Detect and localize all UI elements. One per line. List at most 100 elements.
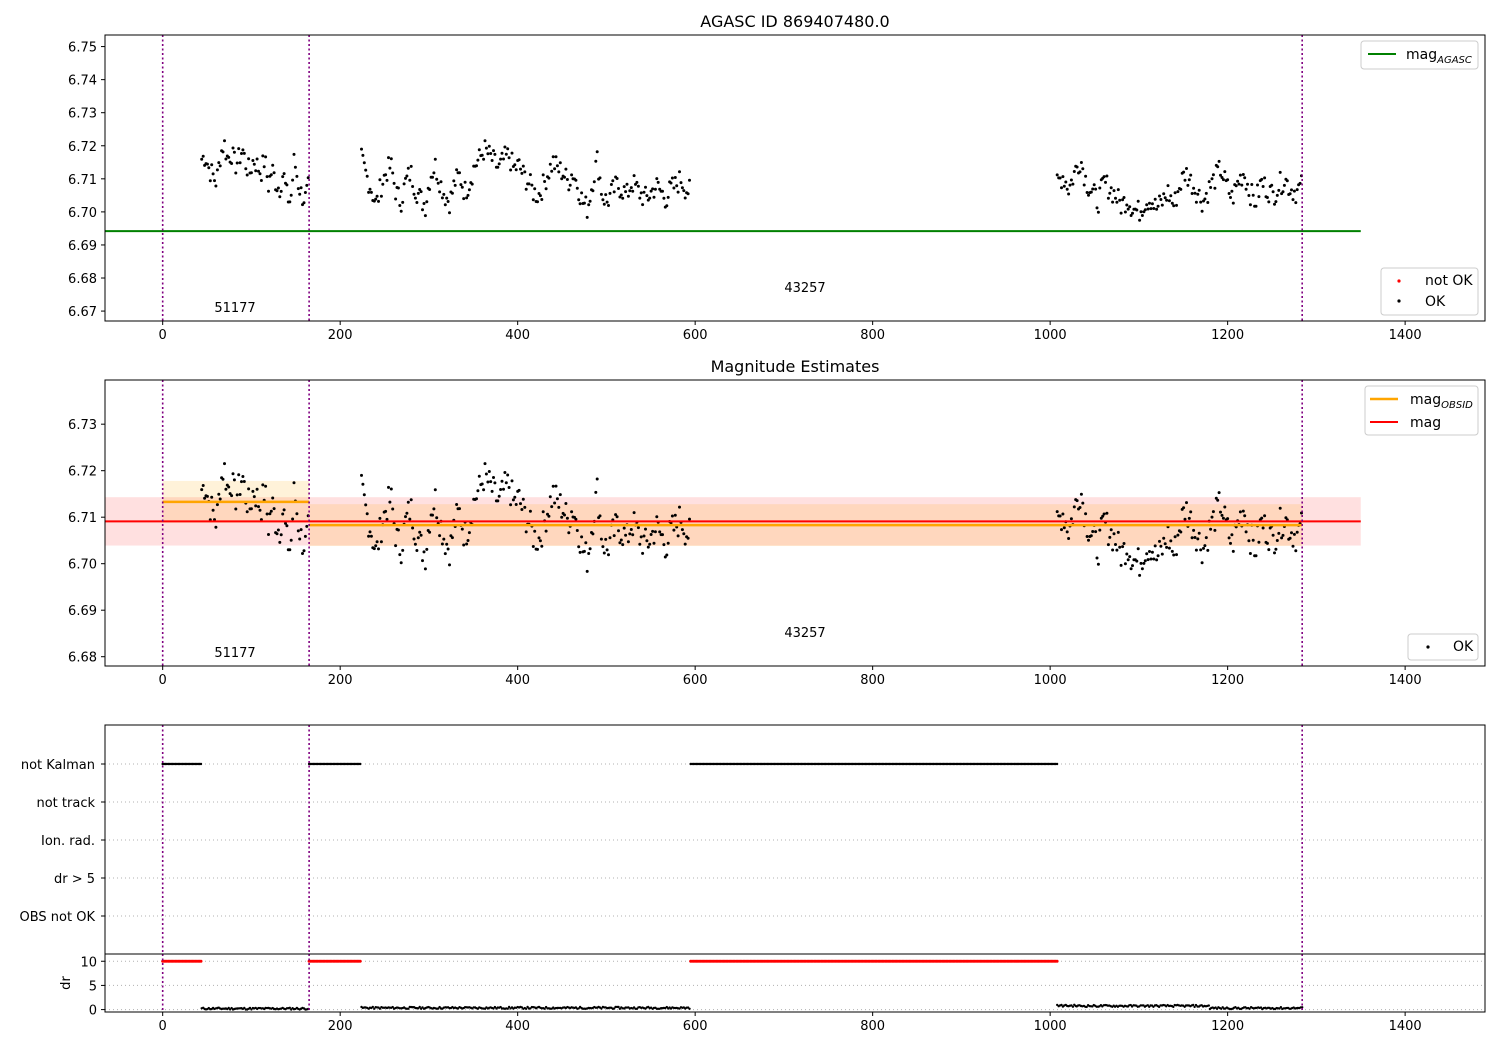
ok-data-point	[673, 513, 677, 517]
flag-label-not-track: not track	[36, 796, 95, 811]
ok-data-point	[200, 488, 204, 492]
ok-data-point	[255, 487, 259, 491]
ok-data-point	[264, 155, 268, 159]
ok-data-point	[450, 191, 454, 195]
ok-data-point	[673, 176, 677, 179]
ok-data-point	[1125, 203, 1129, 207]
ok-data-point	[1290, 188, 1293, 192]
ok-data-point	[482, 157, 486, 161]
ok-data-point	[588, 199, 592, 203]
ok-data-point	[1109, 186, 1113, 190]
ok-data-point	[460, 185, 464, 189]
ok-data-point	[1197, 188, 1201, 192]
dr-not-ok-point	[1055, 959, 1059, 963]
ok-data-point	[1060, 186, 1063, 190]
ok-data-point	[1226, 517, 1230, 521]
ok-data-point	[678, 505, 681, 509]
ok-data-point	[305, 183, 309, 187]
ok-data-point	[215, 503, 219, 507]
ok-data-point	[1142, 561, 1146, 565]
ok-data-point	[269, 509, 273, 513]
panel2-frame	[104, 379, 1486, 667]
x-tick-label: 600	[683, 328, 708, 343]
ok-data-point	[258, 172, 262, 176]
ok-data-point	[496, 165, 500, 169]
ok-data-point	[652, 541, 656, 545]
ok-data-point	[218, 497, 222, 501]
ok-data-point	[1082, 183, 1086, 187]
ok-data-point	[502, 487, 505, 491]
ok-data-point	[446, 547, 450, 551]
ok-data-point	[1085, 535, 1089, 538]
ok-data-point	[484, 146, 488, 150]
ok-data-point	[432, 507, 436, 511]
ok-data-point	[1084, 512, 1088, 516]
ok-data-point	[582, 549, 586, 553]
dr-ok-point	[407, 1007, 410, 1010]
ok-data-point	[1068, 183, 1072, 187]
ok-data-point	[249, 171, 253, 175]
ok-data-point	[598, 176, 602, 180]
ok-data-point	[1079, 492, 1083, 496]
ok-data-point	[1118, 545, 1122, 549]
ok-data-point	[626, 540, 630, 544]
ok-data-point	[656, 180, 660, 184]
ok-data-point	[605, 200, 609, 204]
ok-data-point	[1271, 190, 1275, 194]
ok-data-point	[514, 168, 518, 172]
legend-mag-obsid-label: magOBSID	[1410, 392, 1473, 411]
ok-data-point	[1206, 201, 1210, 204]
ok-data-point	[661, 533, 664, 537]
ok-data-point	[1199, 548, 1203, 552]
ok-data-point	[567, 188, 571, 192]
ok-data-point	[541, 173, 545, 177]
ok-data-point	[234, 507, 238, 511]
ok-data-point	[517, 488, 521, 492]
ok-data-point	[641, 203, 645, 207]
x-tick-label: 1000	[1034, 673, 1067, 688]
ok-data-point	[646, 545, 650, 549]
ok-data-point	[211, 172, 215, 176]
ok-data-point	[214, 525, 218, 529]
ok-data-point	[1064, 180, 1068, 184]
flag-label-not-kalman: not Kalman	[21, 758, 95, 773]
ok-data-point	[523, 505, 527, 509]
ok-data-point	[678, 170, 681, 174]
ok-data-point	[453, 183, 457, 187]
ok-data-point	[462, 543, 466, 547]
ok-data-point	[416, 536, 420, 540]
ok-data-point	[1231, 549, 1235, 553]
ok-data-point	[1263, 176, 1267, 180]
ok-data-point	[1129, 214, 1133, 217]
ok-data-point	[607, 553, 610, 557]
ok-data-point	[450, 536, 454, 540]
dr-ok-point	[288, 1006, 291, 1009]
ok-data-point	[433, 157, 437, 161]
ok-data-point	[252, 162, 256, 166]
ok-data-point	[445, 196, 449, 200]
ok-data-point	[1216, 498, 1220, 502]
ok-data-point	[247, 157, 251, 161]
ok-data-point	[543, 180, 547, 183]
dr-ok-point	[1071, 1005, 1075, 1008]
panel-agasc: AGASC ID 869407480.0 6.67 6.68 6.69 6.70 6.7…	[68, 12, 1486, 343]
ok-data-point	[288, 548, 292, 552]
ok-data-point	[1246, 182, 1249, 186]
ok-data-point	[648, 196, 652, 200]
ok-data-point	[1138, 218, 1142, 222]
ok-data-point	[680, 186, 684, 190]
ok-data-point	[1091, 530, 1095, 533]
dr-ok-point	[1194, 1003, 1198, 1007]
x-tick-label: 1200	[1211, 1019, 1244, 1034]
ok-data-point	[1257, 195, 1261, 199]
ok-data-point	[565, 516, 569, 520]
ok-data-point	[411, 185, 415, 188]
ok-data-point	[1291, 198, 1295, 202]
ok-data-point	[1162, 192, 1166, 196]
ok-data-point	[435, 516, 439, 520]
ok-data-point	[452, 179, 456, 183]
ok-data-point	[285, 183, 289, 187]
ok-data-point	[1211, 510, 1215, 514]
ok-data-point	[1071, 182, 1075, 186]
ok-data-point	[392, 181, 396, 185]
